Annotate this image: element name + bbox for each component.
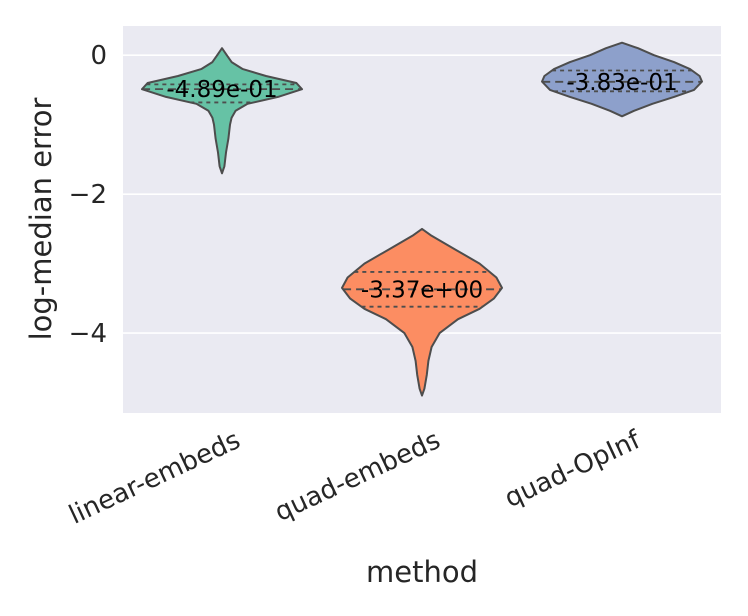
y-tick-label: −2: [69, 180, 107, 210]
y-tick-label: 0: [90, 41, 107, 71]
x-tick-label: quad-OpInf: [500, 425, 646, 514]
x-tick-label: quad-embeds: [270, 425, 445, 528]
y-tick-labels: 0 −2 −4: [69, 41, 107, 349]
median-label-quad-OpInf: -3.83e-01: [566, 70, 677, 96]
violin-quad-OpInf: [541, 41, 703, 118]
violin-linear-embeds: [141, 47, 303, 175]
x-tick-labels: linear-embeds quad-embeds quad-OpInf: [64, 425, 645, 531]
y-axis-title: log-median error: [24, 98, 58, 341]
median-label-linear-embeds: -4.89e-01: [166, 77, 277, 103]
violins: -4.89e-01 -3.37e+00 -3.83e-01: [141, 41, 703, 397]
x-tick-label: linear-embeds: [64, 425, 244, 530]
y-tick-label: −4: [69, 319, 107, 349]
x-axis-title: method: [366, 555, 478, 589]
violin-quad-embeds: [341, 227, 503, 397]
median-label-quad-embeds: -3.37e+00: [361, 277, 483, 303]
